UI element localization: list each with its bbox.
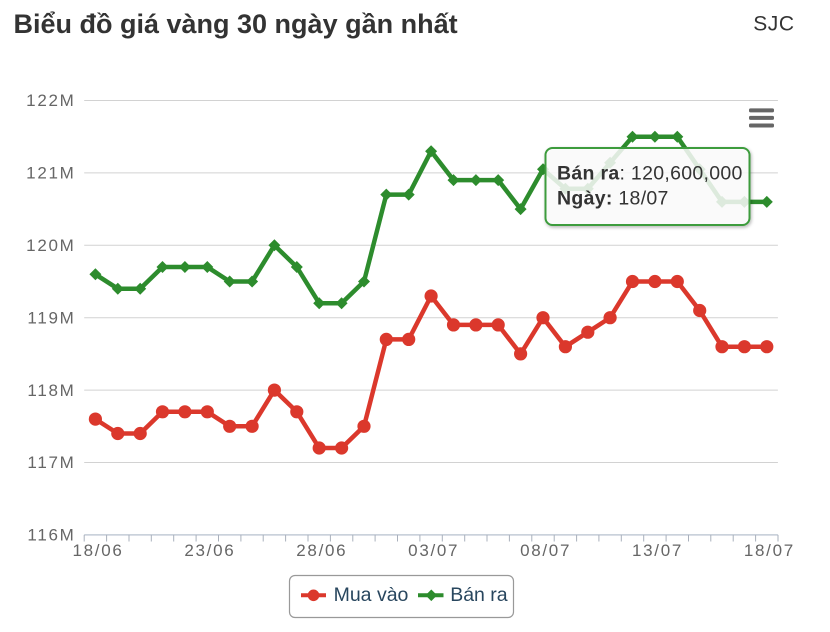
- svg-text:119M: 119M: [27, 308, 75, 327]
- svg-text:08/07: 08/07: [520, 541, 571, 560]
- svg-text:118M: 118M: [27, 381, 75, 400]
- svg-text:117M: 117M: [27, 453, 75, 472]
- svg-text:28/06: 28/06: [296, 541, 347, 560]
- svg-text:121M: 121M: [26, 164, 75, 183]
- svg-text:116M: 116M: [27, 526, 75, 545]
- svg-text:Biểu đồ giá vàng 30 ngày gần n: Biểu đồ giá vàng 30 ngày gần nhất: [14, 9, 458, 39]
- svg-text:122M: 122M: [26, 91, 75, 110]
- svg-text:SJC: SJC: [753, 13, 794, 36]
- svg-text:120M: 120M: [26, 236, 75, 255]
- svg-text:Ngày: 18/07: Ngày: 18/07: [557, 187, 669, 209]
- svg-text:13/07: 13/07: [632, 541, 683, 560]
- svg-text:Mua vào: Mua vào: [334, 584, 409, 606]
- svg-text:23/06: 23/06: [184, 541, 235, 560]
- svg-text:Bán ra: Bán ra: [450, 584, 508, 606]
- svg-text:18/06: 18/06: [72, 541, 123, 560]
- svg-text:03/07: 03/07: [408, 541, 459, 560]
- svg-text:Bán ra: 120,600,000: Bán ra: 120,600,000: [557, 163, 743, 185]
- svg-text:18/07: 18/07: [744, 541, 795, 560]
